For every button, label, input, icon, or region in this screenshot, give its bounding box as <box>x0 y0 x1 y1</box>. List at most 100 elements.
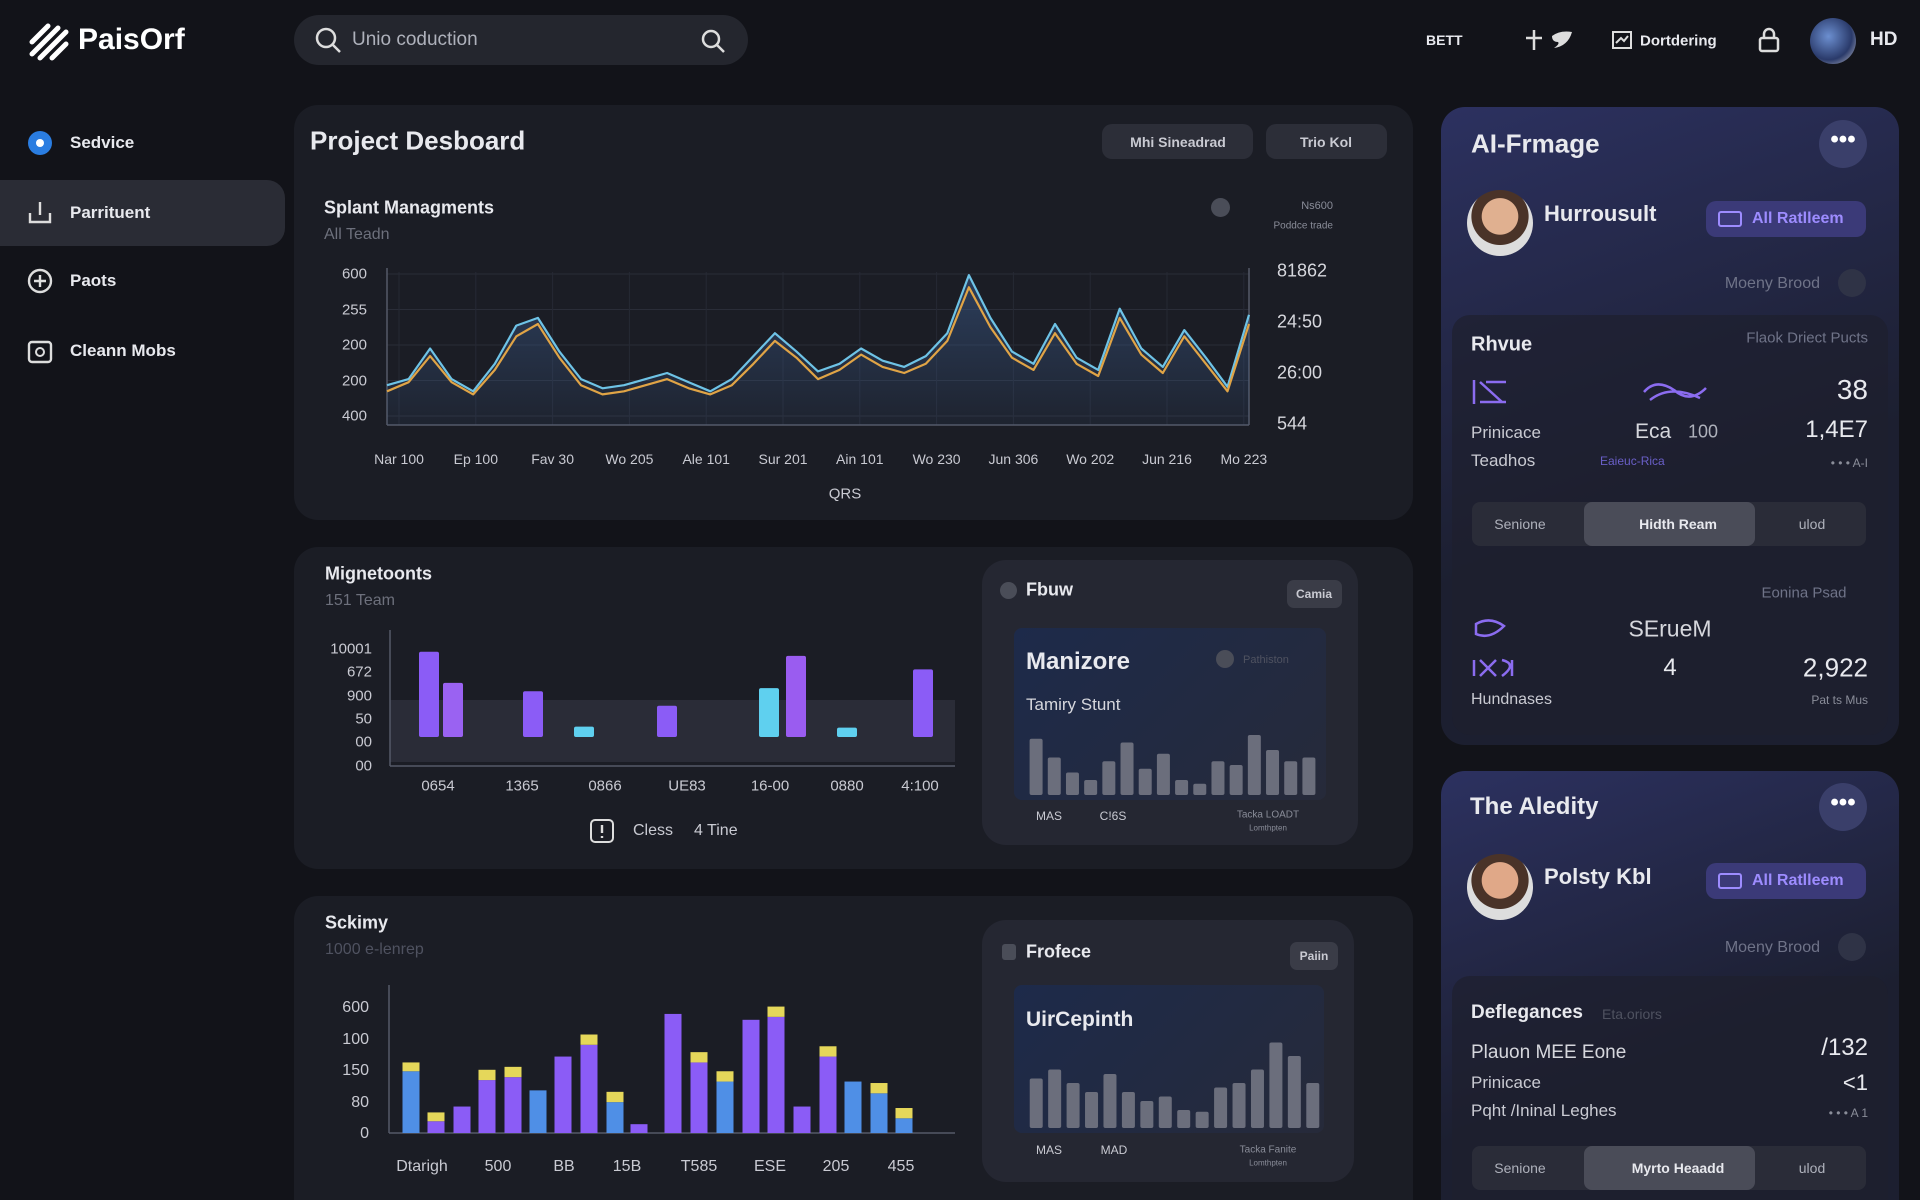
stat-label: • • • A-I <box>1830 456 1868 470</box>
card-title: The Aledity <box>1470 793 1599 820</box>
y2-tick-label: 24:50 <box>1277 311 1323 332</box>
top-link[interactable]: BETT <box>1426 32 1463 48</box>
stat-value: SEruеM <box>1628 615 1712 642</box>
x-tick-label: 16-00 <box>750 777 790 795</box>
chart-subtitle: All Teadn <box>324 226 390 243</box>
info-icon <box>590 819 614 843</box>
nav-icon <box>27 268 53 294</box>
nav-item[interactable]: Parrituent <box>70 203 151 222</box>
y-tick-label: 0 <box>360 1125 369 1142</box>
section-icon <box>1643 383 1707 401</box>
y-tick-label: 200 <box>341 336 367 354</box>
section-title: Deflegances <box>1471 1002 1583 1023</box>
x-axis-title: QRS <box>828 485 862 503</box>
x-tick-label: UE83 <box>668 777 706 795</box>
card-button[interactable] <box>1290 942 1338 970</box>
x-tick-label: 455 <box>887 1158 915 1175</box>
x-tick-label: BB <box>553 1158 575 1175</box>
logo-text: PaisOrf <box>78 23 185 56</box>
rate-button[interactable] <box>1706 863 1866 899</box>
meta-icon <box>1838 933 1866 961</box>
sidebar-active <box>0 180 285 246</box>
logo-icon <box>29 23 69 61</box>
x-tick-label: Jun 306 <box>988 451 1039 467</box>
tab[interactable]: Hidth Ream <box>1639 516 1717 532</box>
panel-title: Project Desboard <box>310 125 526 156</box>
tab-active[interactable] <box>1584 502 1755 546</box>
x-tick-label: Mo 223 <box>1220 451 1268 467</box>
user-avatar[interactable] <box>1810 18 1856 64</box>
panel-title: Sckimy <box>325 912 389 933</box>
x-tick-label: Ain 101 <box>836 451 884 467</box>
nav-item[interactable]: Cleann Mobs <box>70 341 176 360</box>
x-tick-label: 1365 <box>505 777 539 795</box>
section-icon <box>1472 658 1514 677</box>
card-title: AI-Frmage <box>1471 128 1600 159</box>
button-label: Trio Kol <box>1299 134 1353 150</box>
x-tick-label: 0654 <box>421 777 455 795</box>
stat-label: Eca <box>1635 420 1672 443</box>
search-box[interactable] <box>294 15 748 65</box>
pager[interactable]: Eonina Psad <box>1761 584 1847 602</box>
chart-title: Splant Managments <box>324 197 495 218</box>
y2-tick-label: 544 <box>1277 413 1308 434</box>
y-tick-label: 672 <box>346 663 372 681</box>
y-tick-label: 00 <box>355 757 372 774</box>
nav-item[interactable]: Sedvice <box>70 133 135 152</box>
y-tick-label: 600 <box>341 265 367 283</box>
x-tick-label: T585 <box>680 1158 718 1175</box>
nav-item[interactable]: Paots <box>70 271 117 290</box>
panel-button[interactable] <box>1102 124 1253 159</box>
more-button[interactable] <box>1819 783 1867 831</box>
user-name: Polsty Kbl <box>1544 864 1652 889</box>
card-tag: Pathiston <box>1243 654 1289 666</box>
button-label: Paiin <box>1299 949 1329 963</box>
user-name: Hurrousult <box>1544 201 1657 226</box>
footer-label: 4 Tine <box>694 822 738 839</box>
card-label: MAD <box>1100 1143 1128 1157</box>
search-icon <box>701 29 725 53</box>
tab[interactable]: ulod <box>1798 1160 1826 1176</box>
y-tick-label: 255 <box>341 301 367 318</box>
tab-active[interactable] <box>1584 1146 1755 1190</box>
top-link[interactable]: Dortdering <box>1640 32 1717 50</box>
panel-subtitle: 151 Team <box>325 592 395 609</box>
lock-icon[interactable] <box>1758 27 1780 53</box>
legend-label: Poddce trade <box>1273 220 1334 232</box>
search-icon <box>315 27 341 53</box>
card-label: MAS <box>1035 1143 1063 1157</box>
stat-value: 100 <box>1688 421 1719 442</box>
stat-label: Hundnases <box>1471 691 1552 708</box>
x-tick-label: 205 <box>822 1158 850 1175</box>
panel-title: Mignetoonts <box>325 563 432 584</box>
stat-label: Plauon MEE Eone <box>1471 1042 1627 1063</box>
y2-tick-label: 26:00 <box>1277 362 1323 383</box>
panel-subtitle: 1000 e-lenrep <box>325 941 424 958</box>
card-button[interactable] <box>1287 580 1342 608</box>
tab[interactable]: ulod <box>1798 516 1826 532</box>
x-tick-label: 500 <box>484 1158 512 1175</box>
tab[interactable]: Senione <box>1494 516 1546 532</box>
legend-label: Ns600 <box>1301 200 1333 212</box>
card-heading: Manizore <box>1026 648 1131 675</box>
section-hint: Eta.oriors <box>1602 1006 1662 1022</box>
tab[interactable]: Senione <box>1494 1160 1546 1176</box>
panel-button[interactable] <box>1266 124 1387 159</box>
x-tick-label: Fav 30 <box>531 451 574 467</box>
more-button[interactable] <box>1819 120 1867 168</box>
rate-button[interactable] <box>1706 201 1866 237</box>
section-title: Rhvue <box>1471 333 1533 356</box>
social-icons <box>1526 30 1572 50</box>
tab[interactable]: Myrto Heaadd <box>1631 1160 1725 1176</box>
y-tick-label: 00 <box>355 733 372 751</box>
button-label: All Ratlleem <box>1752 210 1844 227</box>
x-tick-label: Nar 100 <box>374 451 424 467</box>
x-tick-label: 4:100 <box>901 777 939 795</box>
x-tick-label: 0866 <box>588 777 622 795</box>
menu-icon <box>1612 31 1632 49</box>
card-title: Fbuw <box>1026 579 1073 600</box>
x-tick-label: ESE <box>753 1158 787 1175</box>
y-tick-label: 80 <box>351 1093 369 1111</box>
stat-label: Eaieuc-Rica <box>1600 454 1665 468</box>
